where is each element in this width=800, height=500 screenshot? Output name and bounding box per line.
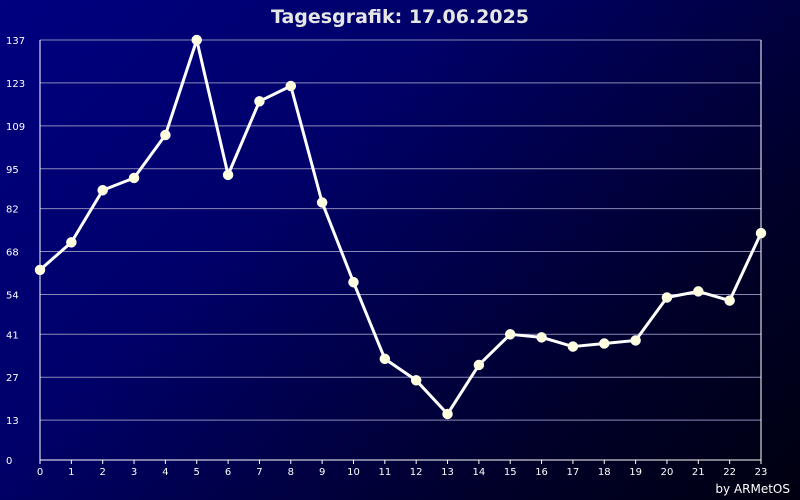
x-tick-label: 9 [319,467,325,478]
x-tick-label: 10 [347,467,360,478]
credit-label: by ARMetOS [715,482,790,496]
y-tick-label: 13 [6,416,19,427]
data-point [473,359,485,371]
x-tick-label: 1 [68,467,74,478]
data-point [285,80,297,92]
data-point [66,237,77,248]
data-point [504,329,516,340]
x-tick-label: 19 [629,467,642,478]
y-tick-label: 137 [6,36,25,47]
data-point [410,375,422,386]
x-tick-label: 12 [410,467,423,478]
data-point [316,197,328,208]
data-point [97,184,108,196]
y-tick-label: 0 [6,456,12,467]
data-point [379,353,391,365]
data-point [222,169,234,181]
data-point [630,335,641,346]
data-point [254,96,265,107]
y-tick-label: 109 [6,122,25,133]
x-tick-label: 18 [598,467,611,478]
y-tick-label: 27 [6,373,19,384]
x-tick-label: 22 [723,467,736,478]
x-tick-label: 20 [661,467,674,478]
x-tick-label: 3 [131,467,137,478]
data-point [724,295,735,306]
series-line [39,38,763,416]
x-tick-label: 6 [225,467,231,478]
x-tick-label: 17 [567,467,580,478]
data-point [348,276,359,288]
x-tick-label: 5 [194,467,200,478]
x-tick-label: 4 [162,467,168,478]
y-tick-label: 41 [6,330,19,341]
y-tick-label: 68 [6,248,19,259]
x-tick-label: 23 [755,467,768,478]
data-point [693,286,704,297]
x-tick-label: 11 [378,467,391,478]
data-point [567,341,579,352]
x-tick-label: 21 [692,467,705,478]
x-tick-label: 7 [256,467,262,478]
x-tick-label: 16 [535,467,548,478]
data-point [536,332,547,343]
data-point [191,34,202,46]
data-point [661,292,673,303]
data-point [442,408,453,420]
data-point [755,227,767,239]
data-point [599,338,610,349]
data-point [160,129,171,141]
chart-title: Tagesgrafik: 17.06.2025 [270,6,530,28]
x-tick-label: 2 [100,467,106,478]
data-point [34,264,46,276]
x-tick-label: 13 [441,467,454,478]
x-tick-label: 15 [504,467,517,478]
y-tick-label: 82 [6,205,19,216]
y-tick-label: 95 [6,165,19,176]
y-tick-label: 123 [6,79,25,90]
x-tick-label: 8 [288,467,294,478]
x-tick-label: 14 [473,467,486,478]
data-point [128,172,140,184]
x-tick-label: 0 [37,467,43,478]
y-tick-label: 54 [6,290,19,301]
